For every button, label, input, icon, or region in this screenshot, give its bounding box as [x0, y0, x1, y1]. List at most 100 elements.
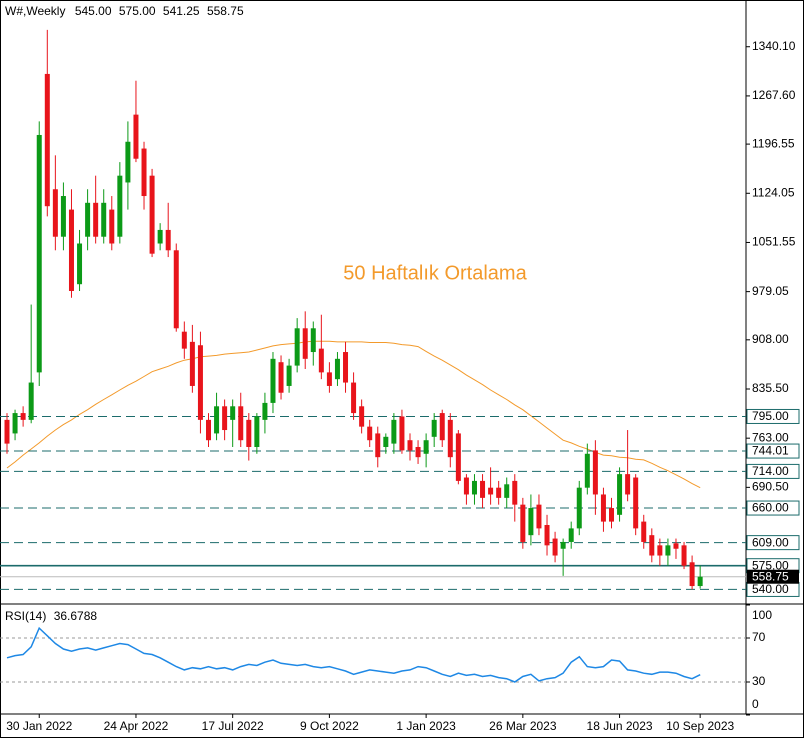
candle-body — [576, 487, 582, 529]
candle-body — [496, 487, 502, 498]
candle-body — [36, 134, 42, 373]
candle-body — [649, 535, 655, 556]
candle-body — [641, 521, 647, 542]
candle-body — [592, 450, 598, 495]
y-tick-label: 1124.05 — [752, 185, 795, 199]
candle-body — [12, 413, 18, 434]
candle-body — [141, 148, 147, 197]
symbol: W#,Weekly — [5, 4, 65, 18]
y-tick-label: 1051.55 — [752, 235, 796, 249]
candle-body — [463, 477, 469, 495]
rsi-tick-label: 0 — [752, 697, 759, 711]
level-label: 744.01 — [752, 444, 789, 458]
candle-body — [85, 202, 91, 237]
candle-body — [197, 345, 203, 420]
rsi-tick-label: 100 — [752, 608, 772, 622]
candle-body — [52, 189, 58, 237]
candle-body — [407, 440, 413, 451]
x-tick-label: 24 Apr 2022 — [104, 719, 169, 733]
ohlc-label: 575.00 — [119, 4, 156, 18]
candle-body — [617, 474, 623, 515]
candle-body — [222, 406, 228, 431]
candle-body — [117, 175, 123, 237]
candle-body — [375, 433, 381, 458]
candle-body — [133, 114, 139, 159]
candle-body — [286, 365, 292, 386]
y-tick-label: 1340.10 — [752, 39, 796, 53]
candle-body — [415, 446, 421, 458]
candle-body — [206, 419, 211, 441]
candle-body — [367, 426, 373, 441]
level-label: 609.00 — [752, 535, 789, 549]
candle-body — [480, 480, 486, 498]
candle-body — [681, 545, 687, 566]
candle-body — [230, 406, 236, 420]
candle-body — [189, 341, 195, 386]
candle-body — [254, 416, 260, 447]
candle-body — [609, 508, 614, 522]
rsi-line — [6, 626, 701, 683]
moving-average — [6, 340, 701, 489]
candle-body — [294, 328, 300, 366]
candle-body — [512, 480, 518, 505]
candle-body — [157, 229, 163, 244]
level-label: 540.00 — [752, 582, 789, 596]
candle-body — [101, 202, 107, 237]
candle-body — [165, 229, 171, 251]
candle-body — [343, 352, 349, 383]
last-price-box — [747, 569, 799, 584]
candle-body — [399, 416, 405, 451]
candle-body — [673, 543, 679, 549]
candle-body — [44, 73, 50, 207]
candle-body — [318, 348, 324, 373]
y-tick-label: 1196.55 — [752, 136, 795, 150]
level-label: 575.00 — [752, 558, 789, 572]
y-tick-label: 690.50 — [752, 480, 789, 494]
candle-body — [278, 362, 284, 393]
candle-body — [544, 524, 550, 546]
ohlc-label: 558.75 — [207, 4, 244, 18]
level-label: 660.00 — [752, 501, 789, 515]
y-tick-label: 908.00 — [752, 332, 789, 346]
x-tick-label: 9 Oct 2022 — [300, 719, 359, 733]
x-tick-label: 30 Jan 2022 — [6, 719, 72, 733]
candle-body — [77, 243, 83, 285]
rsi-last: 36.6788 — [54, 609, 98, 623]
candle-body — [310, 328, 316, 353]
candle-body — [665, 545, 671, 556]
level-label: 795.00 — [752, 409, 789, 423]
rsi-tick-label: 70 — [752, 630, 766, 644]
header: W#,Weekly 545.00 575.00 541.25 558.75 — [5, 4, 244, 18]
candle-body — [423, 440, 429, 454]
candle-body — [262, 402, 268, 420]
candle-body — [181, 331, 187, 349]
y-tick-label: 1267.60 — [752, 88, 796, 102]
ohlc-label: 545.00 — [75, 4, 112, 18]
candle-body — [633, 477, 639, 529]
candle-body — [334, 358, 340, 380]
candle-body — [455, 433, 461, 481]
candle-body — [447, 419, 453, 458]
candle-body — [568, 528, 574, 542]
x-tick-label: 26 Mar 2023 — [489, 719, 557, 733]
rsi-tick-label: 30 — [752, 674, 766, 688]
candle-body — [68, 209, 74, 291]
rsi-header: RSI(14) 36.6788 — [5, 609, 97, 623]
candle-body — [552, 538, 558, 556]
candle-body — [488, 487, 494, 495]
y-tick-label: 763.00 — [752, 430, 789, 444]
candle-body — [625, 474, 631, 495]
candle-body — [246, 419, 252, 447]
level-label-box — [746, 500, 800, 516]
level-label-box — [746, 463, 800, 479]
ohlc-label: 541.25 — [163, 4, 200, 18]
x-tick-label: 10 Sep 2023 — [666, 719, 734, 733]
candle-body — [471, 480, 477, 495]
candle-body — [60, 196, 66, 237]
candle-body — [125, 141, 131, 183]
candle-body — [28, 382, 34, 420]
x-tick-label: 17 Jul 2022 — [202, 719, 264, 733]
candle-body — [326, 372, 332, 386]
